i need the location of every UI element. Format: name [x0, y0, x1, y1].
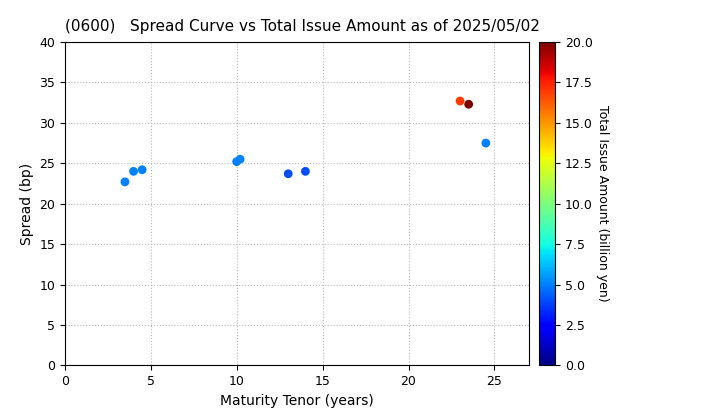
Point	[282, 171, 294, 177]
Point	[234, 156, 246, 163]
Y-axis label: Spread (bp): Spread (bp)	[19, 163, 34, 245]
Point	[463, 101, 474, 108]
Point	[480, 140, 492, 147]
Y-axis label: Total Issue Amount (billion yen): Total Issue Amount (billion yen)	[596, 105, 609, 302]
Text: (0600)   Spread Curve vs Total Issue Amount as of 2025/05/02: (0600) Spread Curve vs Total Issue Amoun…	[65, 19, 540, 34]
Point	[127, 168, 139, 175]
Point	[231, 158, 243, 165]
Point	[136, 166, 148, 173]
Point	[454, 98, 466, 105]
X-axis label: Maturity Tenor (years): Maturity Tenor (years)	[220, 394, 374, 408]
Point	[120, 178, 131, 185]
Point	[300, 168, 311, 175]
